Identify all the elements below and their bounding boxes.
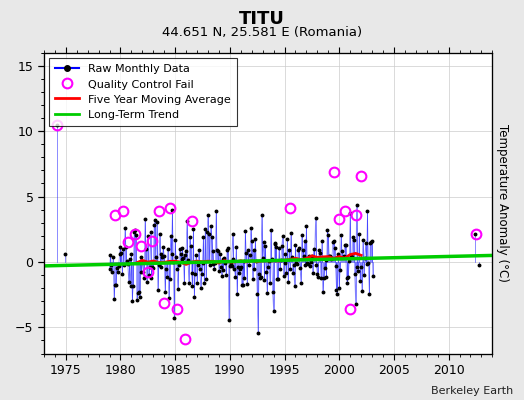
Text: TITU: TITU	[239, 10, 285, 28]
Text: 44.651 N, 25.581 E (Romania): 44.651 N, 25.581 E (Romania)	[162, 26, 362, 39]
Y-axis label: Temperature Anomaly (°C): Temperature Anomaly (°C)	[496, 124, 509, 282]
Text: Berkeley Earth: Berkeley Earth	[431, 386, 514, 396]
Legend: Raw Monthly Data, Quality Control Fail, Five Year Moving Average, Long-Term Tren: Raw Monthly Data, Quality Control Fail, …	[49, 58, 237, 126]
